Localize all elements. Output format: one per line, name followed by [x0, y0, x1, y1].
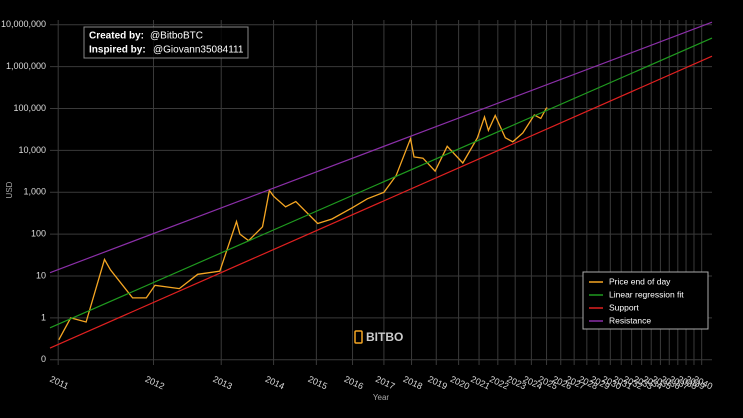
annotation-text: @Giovann35084111: [153, 45, 244, 56]
y-tick-label: 1,000: [23, 187, 46, 197]
x-tick-label: 2012: [144, 374, 166, 392]
logo-icon: [354, 330, 363, 344]
y-tick-label: 10,000: [18, 145, 46, 155]
annotation-label: Inspired by:: [89, 45, 146, 56]
series-line: [49, 55, 713, 349]
logo: BITBO: [366, 330, 403, 344]
y-tick-label: 100: [31, 229, 46, 239]
x-tick-label: 2018: [402, 374, 424, 392]
y-tick-label: 1: [41, 312, 46, 322]
legend-label: Price end of day: [609, 276, 671, 286]
legend-label: Resistance: [609, 315, 651, 325]
lines: [49, 21, 713, 349]
x-tick-label: 2015: [307, 374, 329, 392]
y-tick-label: 0: [41, 354, 46, 364]
x-tick-label: 2017: [374, 374, 396, 392]
x-tick-label: 2013: [211, 374, 233, 392]
y-tick-label: 10,000,000: [1, 19, 46, 29]
annotation-text: @BitboBTC: [150, 31, 203, 42]
annotation-box: [83, 26, 249, 59]
legend: [582, 271, 709, 330]
x-tick-label: 2014: [264, 374, 286, 392]
x-tick-label: 2020: [449, 374, 471, 392]
x-tick-label: 2011: [48, 374, 70, 391]
series-line: [49, 21, 713, 274]
y-tick-label: 100,000: [13, 103, 46, 113]
y-tick-label: 1,000,000: [6, 61, 46, 71]
x-tick-label: 2019: [426, 374, 448, 392]
legend-label: Linear regression fit: [609, 289, 684, 299]
x-axis-title: Year: [373, 393, 390, 402]
series-line: [58, 107, 548, 341]
annotation-label: Created by:: [89, 31, 144, 42]
series-line: [49, 37, 713, 329]
y-tick-label: 10: [36, 270, 46, 280]
legend-label: Support: [609, 302, 639, 312]
y-axis-title: USD: [5, 181, 14, 198]
legend-items: Price end of day Linear regression fit Sup…: [589, 276, 684, 325]
x-tick-label: 2016: [343, 374, 365, 392]
